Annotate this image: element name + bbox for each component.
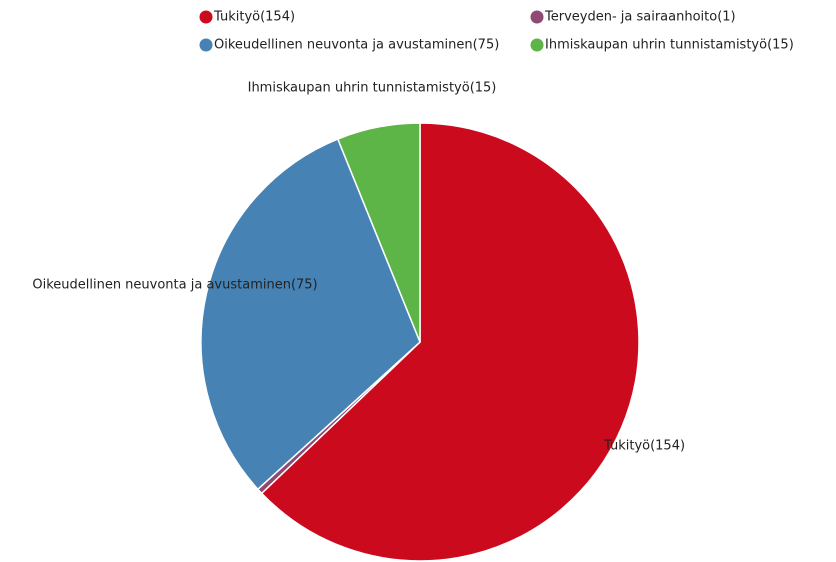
legend-label: Tukityö(154)	[213, 10, 295, 25]
legend-marker	[199, 38, 213, 52]
legend-label: Terveyden- ja sairaanhoito(1)	[544, 10, 736, 25]
legend-marker	[530, 38, 544, 52]
legend-label: Oikeudellinen neuvonta ja avustaminen(75…	[214, 38, 499, 53]
legend-item: Tukityö(154)	[199, 10, 295, 25]
pie-slice	[200, 138, 421, 491]
legend-marker	[199, 10, 213, 24]
data-label: Oikeudellinen neuvonta ja avustaminen(75…	[32, 278, 317, 293]
legend-label: Ihmiskaupan uhrin tunnistamistyö(15)	[545, 38, 794, 53]
data-label: Ihmiskaupan uhrin tunnistamistyö(15)	[248, 81, 497, 96]
pie-slice	[336, 122, 421, 343]
legend-item: Oikeudellinen neuvonta ja avustaminen(75…	[199, 38, 499, 53]
legend-item: Ihmiskaupan uhrin tunnistamistyö(15)	[530, 38, 794, 53]
pie-slice	[260, 122, 640, 562]
legend-item: Terveyden- ja sairaanhoito(1)	[530, 10, 736, 25]
legend-marker	[530, 10, 544, 24]
data-label: Tukityö(154)	[603, 439, 685, 454]
